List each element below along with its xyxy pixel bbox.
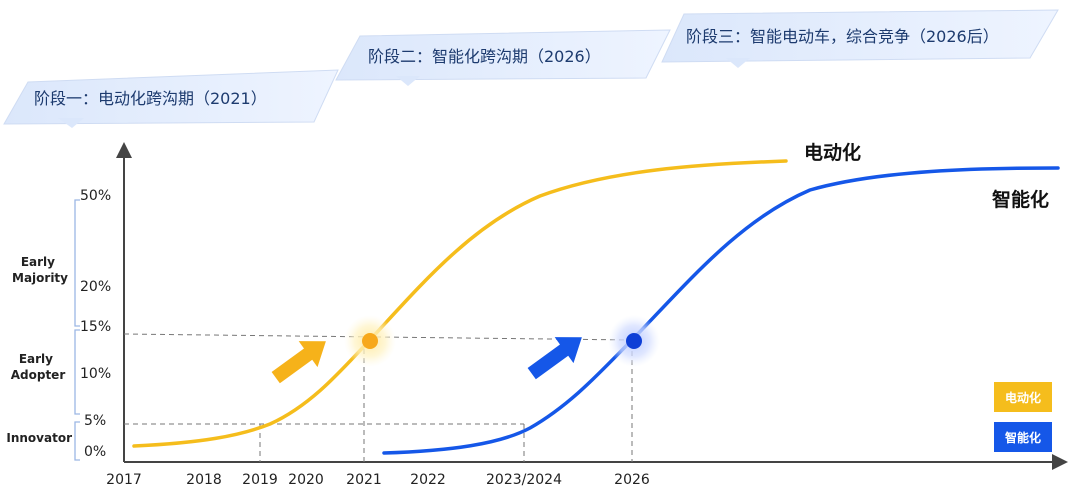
x-tick-2017: 2017: [106, 472, 142, 488]
legend-label-electrification: 电动化: [1005, 390, 1041, 405]
x-tick-2021: 2021: [346, 472, 382, 488]
segment-labels: Innovator Early Adopter Early Majority: [6, 255, 72, 445]
x-tick-labels: 2017 2018 2019 2020 2021 2022 2023/2024 …: [106, 472, 650, 488]
segment-early-majority: Early Majority: [12, 255, 68, 285]
stage-banner-3: 阶段三：智能电动车，综合竞争（2026后）: [661, 9, 1059, 68]
elec-growth-arrow: [271, 341, 326, 384]
y-tick-15: 15%: [80, 319, 111, 335]
y-tick-20: 20%: [80, 279, 111, 295]
segment-early-majority-word1: Early: [21, 255, 55, 269]
segment-early-adopter: Early Adopter: [11, 352, 66, 382]
intel-growth-arrow: [527, 337, 582, 380]
y-tick-5: 5%: [84, 413, 106, 429]
curve-label-electrification: 电动化: [804, 141, 861, 164]
stage-banner-2: 阶段二：智能化跨沟期（2026）: [335, 29, 671, 86]
x-tick-2018: 2018: [186, 472, 222, 488]
curve-electrification: [132, 159, 788, 448]
stage-3-label: 阶段三：智能电动车，综合竞争（2026后）: [686, 27, 999, 46]
x-tick-2023-2024: 2023/2024: [486, 472, 562, 488]
segment-early-adopter-word1: Early: [19, 352, 53, 366]
legend-label-intelligence: 智能化: [1004, 430, 1041, 445]
legend-swatch-electrification: [994, 382, 1052, 412]
y-tick-50: 50%: [80, 188, 111, 204]
stage-1-label: 阶段一：电动化跨沟期（2021）: [34, 89, 267, 108]
segment-brackets: [74, 199, 80, 461]
legend: 电动化 智能化: [994, 382, 1052, 452]
x-tick-2022: 2022: [410, 472, 446, 488]
intel-cross-point: [608, 315, 660, 367]
stage-2-label: 阶段二：智能化跨沟期（2026）: [368, 47, 601, 66]
elec-cross-point: [344, 315, 396, 367]
x-tick-2020: 2020: [288, 472, 324, 488]
x-tick-2019: 2019: [242, 472, 278, 488]
y-tick-0: 0%: [84, 444, 106, 460]
y-tick-10: 10%: [80, 366, 111, 382]
curve-intelligence: [382, 166, 1060, 455]
legend-swatch-intelligence: [994, 422, 1052, 452]
y-tick-labels: 0% 5% 10% 15% 20% 50%: [80, 188, 111, 460]
segment-innovator: Innovator: [6, 431, 72, 445]
x-tick-2026: 2026: [614, 472, 650, 488]
curve-label-intelligence: 智能化: [992, 188, 1049, 211]
segment-early-adopter-word2: Adopter: [11, 368, 66, 382]
segment-early-majority-word2: Majority: [12, 271, 68, 285]
stage-banner-1: 阶段一：电动化跨沟期（2021）: [3, 69, 339, 128]
